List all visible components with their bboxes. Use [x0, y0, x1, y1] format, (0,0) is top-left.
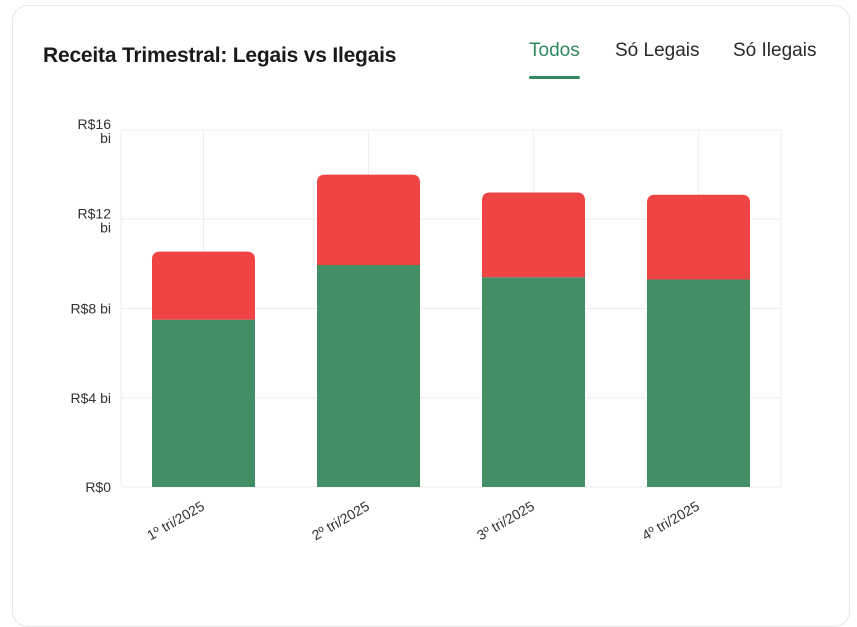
- stacked-bar-chart: R$0 R$4 bi R$8 bi R$12 bi R$16 bi 1º tri/2025 2º…: [71, 116, 782, 544]
- bar-legais: [152, 319, 255, 487]
- bar-ilegais: [482, 192, 585, 278]
- y-tick-label: R$16 bi: [78, 116, 112, 146]
- bar-legais: [482, 277, 585, 487]
- bar-ilegais: [647, 194, 750, 280]
- tab-todos[interactable]: Todos: [529, 40, 580, 79]
- bar-ilegais: [317, 174, 420, 265]
- x-tick-label: 3º tri/2025: [474, 498, 537, 544]
- x-tick-label: 2º tri/2025: [309, 498, 372, 544]
- y-tick-label: R$0: [85, 479, 111, 495]
- y-tick-label: R$8 bi: [71, 301, 111, 317]
- y-tick-label: R$4 bi: [71, 390, 111, 406]
- x-tick-label: 1º tri/2025: [144, 498, 207, 544]
- x-tick-label: 4º tri/2025: [639, 498, 702, 544]
- bar-legais: [647, 279, 750, 487]
- tab-so-legais[interactable]: Só Legais: [615, 40, 700, 61]
- chart-title: Receita Trimestral: Legais vs Ilegais: [43, 44, 397, 67]
- tab-so-ilegais[interactable]: Só Ilegais: [733, 40, 817, 61]
- bar-ilegais: [152, 251, 255, 320]
- bar-legais: [317, 264, 420, 487]
- y-tick-label: R$12 bi: [78, 205, 112, 235]
